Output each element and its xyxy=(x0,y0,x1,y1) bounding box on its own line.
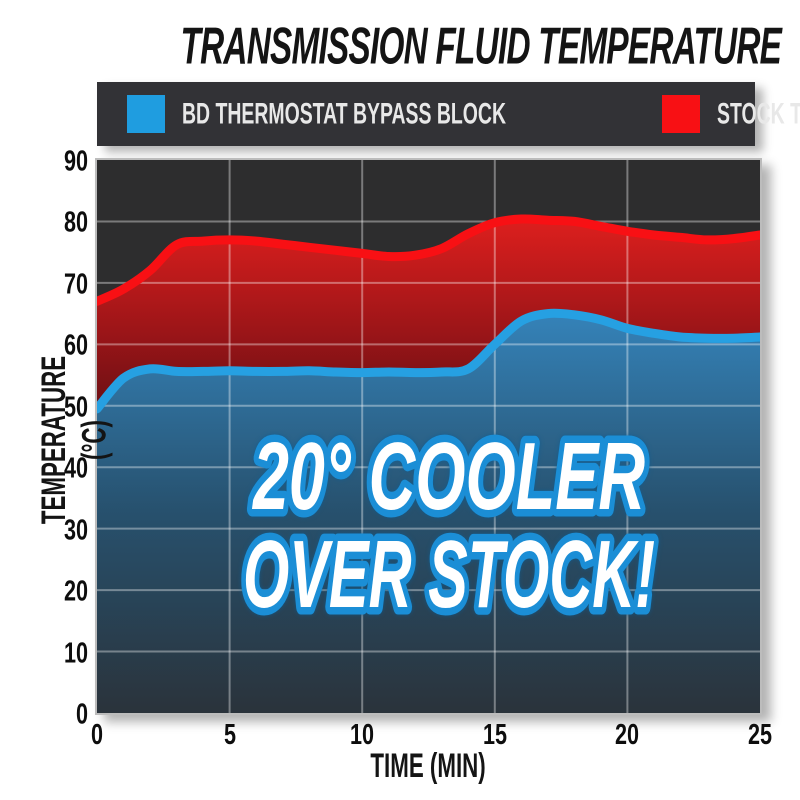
x-tick-label: 20 xyxy=(615,719,640,751)
y-tick-label: 30 xyxy=(63,513,88,546)
stock-thermostat-line xyxy=(97,214,760,306)
annotation-line-2: OVER STOCK! xyxy=(243,521,655,628)
y-axis-title: TEMPERATURE (°C) xyxy=(33,355,114,525)
x-tick-label: 5 xyxy=(223,719,236,751)
legend-swatch-red xyxy=(662,95,700,133)
y-tick-label: 20 xyxy=(63,575,88,607)
y-tick-label: 0 xyxy=(75,698,88,730)
plot-panel: 20° COOLER OVER STOCK! xyxy=(95,158,762,715)
y-tick-label: 60 xyxy=(63,329,88,362)
y-tick-label: 10 xyxy=(63,636,88,669)
x-tick-label: 15 xyxy=(482,719,507,751)
bd-bypass-line xyxy=(97,308,760,414)
legend-label: BD THERMOSTAT BYPASS BLOCK xyxy=(182,97,506,130)
legend-label: STOCK THERMOSTAT xyxy=(717,97,800,130)
x-tick-label: 10 xyxy=(350,719,375,751)
chart-title-text: TRANSMISSION FLUID TEMPERATURE xyxy=(180,15,782,75)
y-tick-label: 50 xyxy=(63,390,88,423)
y-tick-label: 90 xyxy=(63,145,88,177)
chart-title: TRANSMISSION FLUID TEMPERATURE xyxy=(75,16,782,75)
legend-swatch-blue xyxy=(127,95,165,133)
x-tick-label: 25 xyxy=(747,719,773,751)
x-axis-title: TIME (MIN) xyxy=(370,745,487,786)
y-tick-label: 40 xyxy=(63,452,88,484)
legend-item-bd-bypass: BD THERMOSTAT BYPASS BLOCK xyxy=(127,95,632,133)
y-tick-label: 70 xyxy=(63,268,88,300)
y-tick-label: 80 xyxy=(63,206,88,239)
legend-item-stock: STOCK THERMOSTAT xyxy=(662,95,800,133)
bd-bypass-area xyxy=(97,313,760,713)
annotation-line-1: 20° COOLER xyxy=(252,423,645,530)
x-tick-label: 0 xyxy=(90,719,104,751)
legend-bar: BD THERMOSTAT BYPASS BLOCK STOCK THERMOS… xyxy=(97,82,800,146)
